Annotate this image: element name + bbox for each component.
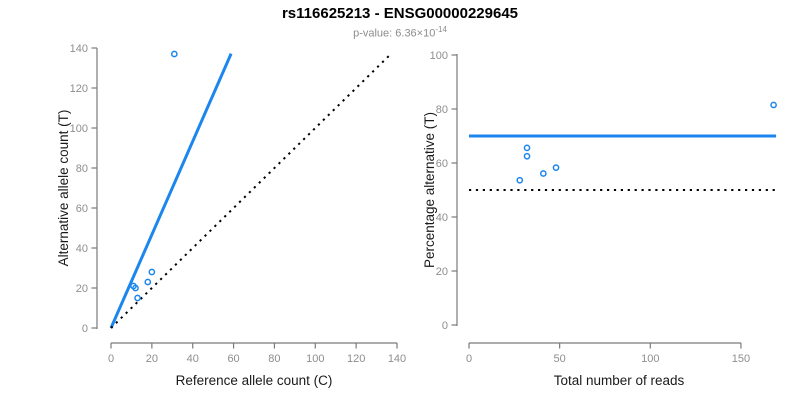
- data-point: [170, 50, 178, 58]
- x-tick-label: 140: [388, 353, 406, 365]
- p-value-exponent: -14: [435, 25, 447, 34]
- y-tick-label: 100: [430, 50, 448, 62]
- y-tick-label: 40: [76, 243, 88, 255]
- y-tick-label: 80: [436, 104, 448, 116]
- data-point: [132, 284, 139, 292]
- fitted-ratio-line: [109, 52, 233, 329]
- data-point: [770, 101, 777, 109]
- x-axis-title: Reference allele count (C): [176, 373, 333, 388]
- allele-counts-scatter: 0 20 40 60 80 100 120 140 0 20 40 60 80 100 120 140 Refe…: [56, 43, 406, 388]
- x-tick-label: 50: [554, 353, 566, 365]
- y-tick-label: 20: [436, 266, 448, 278]
- data-point: [523, 144, 531, 152]
- y-tick-label: 20: [76, 283, 88, 295]
- y-tick-label: 0: [442, 320, 448, 332]
- data-point: [516, 176, 524, 184]
- x-tick-label: 40: [187, 353, 199, 365]
- data-point: [144, 278, 152, 286]
- x-tick-label: 20: [146, 353, 158, 365]
- x-tick-label: 150: [732, 353, 750, 365]
- identity-line: [110, 55, 390, 329]
- x-tick-label: 120: [347, 353, 365, 365]
- data-point: [552, 164, 560, 171]
- y-tick-label: 120: [70, 83, 88, 95]
- data-point: [539, 170, 547, 177]
- x-axis-title: Total number of reads: [554, 373, 685, 388]
- y-tick-label: 0: [82, 323, 88, 335]
- x-tick-label: 60: [227, 353, 239, 365]
- data-point: [523, 152, 531, 160]
- y-tick-label: 60: [436, 158, 448, 170]
- data-point: [134, 294, 141, 302]
- figure-title: rs116625213 - ENSG00000229645: [281, 5, 519, 22]
- x-tick-label: 0: [466, 353, 472, 365]
- x-tick-label: 100: [306, 353, 324, 365]
- x-tick-label: 0: [108, 353, 114, 365]
- figure-subtitle: p-value: 6.36×10-14: [0, 25, 800, 40]
- percentage-vs-reads-scatter: 0 20 40 60 80 100 0 50 100 150 Total number of rea…: [422, 50, 777, 388]
- y-tick-label: 60: [76, 203, 88, 215]
- x-tick-label: 80: [268, 353, 280, 365]
- y-tick-label: 80: [76, 163, 88, 175]
- y-axis-title: Alternative allele count (T): [56, 110, 71, 267]
- y-tick-label: 40: [436, 212, 448, 224]
- x-tick-label: 100: [641, 353, 659, 365]
- y-axis-title: Percentage alternative (T): [422, 112, 437, 268]
- data-point: [148, 268, 156, 276]
- y-tick-label: 140: [70, 43, 88, 55]
- y-tick-label: 100: [70, 123, 88, 135]
- p-value-text: p-value: 6.36×10: [353, 27, 436, 40]
